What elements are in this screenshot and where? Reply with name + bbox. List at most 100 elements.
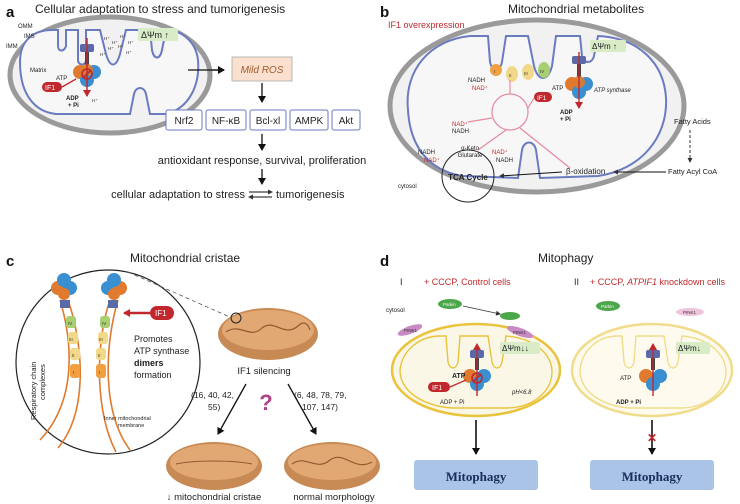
- zoom-leader-line: [127, 271, 233, 319]
- inner-membrane-label-2: membrane: [118, 423, 144, 429]
- refs-right-1: (6, 48, 78, 79,: [294, 390, 346, 400]
- if1-pill-d: [428, 382, 450, 392]
- pink1-blob-2: [506, 325, 534, 339]
- fatty-acids-label: Fatty Acids: [674, 117, 711, 126]
- panel-letter-d: d: [380, 253, 389, 270]
- svg-text:H⁺: H⁺: [128, 40, 134, 45]
- pink1-blob-1: [397, 324, 423, 336]
- matrix-label: Matrix: [30, 68, 46, 74]
- if1-label-a: IF1: [45, 85, 55, 92]
- blocked-mark: ✕: [647, 431, 657, 445]
- svg-text:H⁺: H⁺: [104, 36, 110, 41]
- outcome-tumorigenesis: tumorigenesis: [276, 189, 345, 201]
- psi-box-a: [138, 28, 178, 41]
- response-text: antioxidant response, survival, prolifer…: [158, 155, 367, 167]
- proton-cluster-a: H⁺H⁺ H⁺H⁺ H⁺H⁺ H⁺ H⁺: [100, 34, 134, 57]
- complex-ii-c-left: II: [72, 353, 75, 358]
- promotes-line3: dimers: [134, 358, 164, 368]
- atp-synthase-a: [73, 44, 101, 87]
- psi-label-d-right: ΔΨm↓: [678, 344, 701, 353]
- complex-iii-c-left: III: [69, 337, 73, 342]
- mitophagy-box-right: [590, 460, 714, 490]
- mitophagy-label-left: Mitophagy: [446, 469, 507, 484]
- atp-synthase-label-b: ATP synthase: [593, 88, 631, 94]
- mitophagy-label-right: Mitophagy: [622, 469, 683, 484]
- adp-label-b: ADP: [560, 110, 573, 116]
- resp-chain-label-2: complexes: [38, 364, 47, 400]
- mito-yellow-knockdown-inner: [579, 335, 727, 409]
- roman-ii: II: [574, 277, 579, 287]
- complexes-left: IV III II I: [66, 316, 80, 378]
- adp-label-a: ADP: [66, 96, 79, 102]
- nad-label-b3: NAD⁺: [424, 157, 440, 164]
- promotes-line2: ATP synthase: [134, 346, 189, 356]
- ros-box: [231, 56, 293, 82]
- if1-label-b: IF1: [537, 95, 547, 102]
- mito-yellow-control-inner: [399, 335, 553, 409]
- parkin-label-3: Parkin: [601, 304, 614, 309]
- atp-label-a: ATP: [56, 76, 67, 82]
- nad-label-b1: NAD⁺: [472, 85, 488, 92]
- pink1-blob-3: [676, 308, 704, 316]
- beta-oxidation-label: β-oxidation: [566, 167, 605, 176]
- if1-silencing-label: IF1 silencing: [237, 366, 290, 377]
- complexes-right: IV III II I: [96, 316, 110, 378]
- psi-box-d-right: [676, 342, 710, 354]
- panel-a-title: Cellular adaptation to stress and tumori…: [35, 2, 285, 16]
- omm-label: OMM: [18, 24, 33, 30]
- resp-chain-label-1: Respiratory chain: [29, 362, 38, 420]
- panel-letter-a: a: [6, 4, 15, 21]
- if1-inhibition-a: [61, 78, 77, 88]
- parkin-label-1: Parkin: [443, 302, 456, 307]
- adp-label-d-right: ADP + Pi: [616, 400, 641, 406]
- hplus-label-a: H⁺: [92, 98, 98, 103]
- nad-label-b2: NAD⁺: [452, 121, 468, 128]
- parkin-recruit-arrow: [462, 305, 501, 316]
- svg-text:H⁺: H⁺: [126, 50, 132, 55]
- cristae-membrane: [39, 299, 131, 453]
- respiratory-chain-b: I II III IV: [490, 62, 550, 82]
- psi-label-b: ΔΨm ↑: [592, 42, 617, 51]
- glutarate-label: Glutarate: [458, 153, 483, 159]
- atp-label-b: ATP: [552, 86, 563, 92]
- outcome-adaptation: cellular adaptation to stress: [111, 189, 245, 201]
- arrow-to-reduced-cristae: [217, 383, 247, 435]
- panel-b: b Mitochondrial metabolites IF1 overexpr…: [380, 2, 717, 203]
- nadh-label-b2: NADH: [452, 129, 469, 135]
- svg-text:H⁺: H⁺: [100, 52, 106, 57]
- if1-overexpression-label: IF1 overexpression: [388, 20, 465, 30]
- if1-inhibition-d: [449, 379, 467, 388]
- pink1-label-3: PINK1: [683, 310, 697, 315]
- psi-label-d-left: ΔΨm↓↓: [502, 344, 529, 353]
- pi-label-b: + Pi: [560, 117, 571, 123]
- panel-b-title: Mitochondrial metabolites: [508, 2, 644, 16]
- mito-brown-left: [166, 442, 262, 490]
- tca-cycle-ring: [441, 149, 495, 203]
- parkin-blob-3: [596, 301, 620, 311]
- mitochondrion-a: OMM IMS IMM Matrix ΔΨm ↑ IF1 ATP ADP: [6, 14, 213, 136]
- complex-iii-c-right: III: [99, 337, 103, 342]
- complex-ii-b: II: [509, 73, 512, 78]
- complex-iv-b: IV: [540, 69, 544, 74]
- svg-text:H⁺: H⁺: [112, 40, 118, 45]
- if1-label-d: IF1: [432, 385, 442, 392]
- ph-label: pH<6.8: [511, 390, 532, 396]
- cytosol-label-d: cytosol: [386, 308, 405, 314]
- refs-left-1: (16, 40, 42,: [191, 390, 234, 400]
- condition-control: + CCCP, Control cells: [424, 277, 511, 287]
- inhibition-network-b: [467, 80, 571, 169]
- svg-text:H⁺: H⁺: [120, 34, 126, 39]
- ims-label: IMS: [24, 34, 35, 40]
- result-reduced-cristae: ↓ mitochondrial cristae: [167, 492, 262, 503]
- complex-iii-b: III: [524, 71, 528, 76]
- svg-text:H⁺: H⁺: [118, 44, 124, 49]
- if1-label-c: IF1: [155, 309, 167, 318]
- complex-ii-c-right: II: [98, 353, 101, 358]
- psi-box-b: [590, 40, 626, 52]
- nadh-label-b1: NADH: [468, 78, 485, 84]
- target-nfkb: NF-κB: [212, 116, 241, 127]
- if1-pill-c: [150, 306, 174, 320]
- complex-i-c-right: I: [99, 370, 100, 375]
- alpha-keto-label: α-Keto: [461, 146, 479, 152]
